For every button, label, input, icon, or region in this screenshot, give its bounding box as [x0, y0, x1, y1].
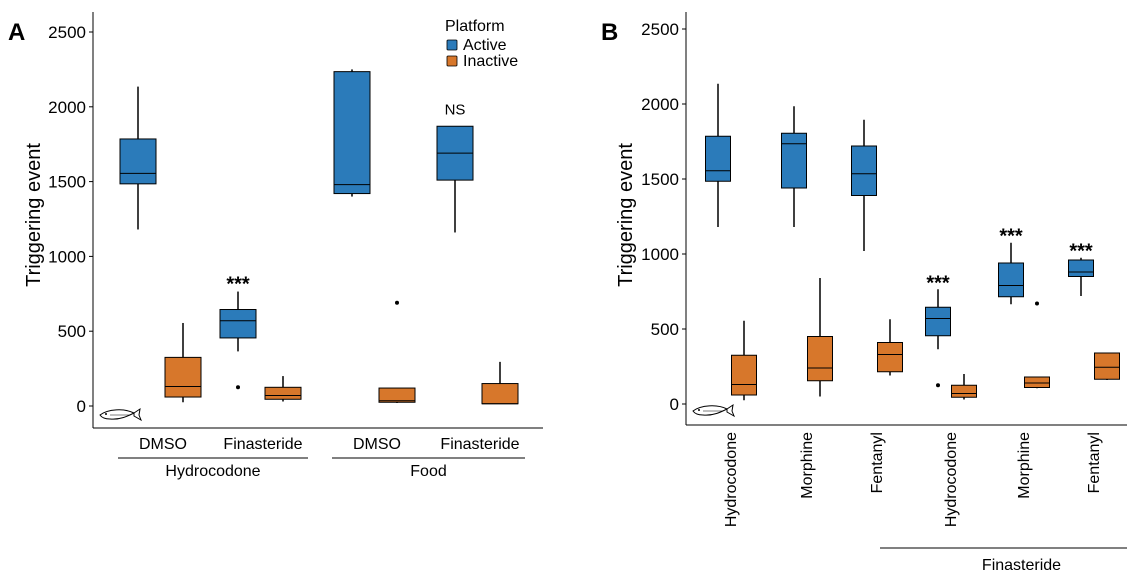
y-tick-label-b-500: 500: [651, 320, 679, 339]
box-b-5-active: [1068, 259, 1094, 277]
annotation-a-1: NS: [445, 101, 466, 118]
group-label-b-0: Finasteride: [982, 557, 1061, 574]
y-tick-label-a-1500: 1500: [48, 173, 86, 192]
box-b-2-inactive: [877, 342, 903, 373]
box-b-0-active: [705, 135, 731, 182]
y-tick-label-b-0: 0: [670, 395, 679, 414]
box-b-0-inactive: [731, 354, 757, 396]
legend: Platform Active Inactive: [445, 18, 518, 70]
category-label-b-3: Hydrocodone: [943, 432, 960, 527]
zebrafish-icon: [692, 403, 735, 418]
y-tick-label-b-2500: 2500: [641, 20, 679, 39]
panel-letter-b: B: [601, 19, 618, 46]
panel-a: A Triggering event 0 500 1000 1500 2000 2500 *…: [8, 12, 543, 480]
category-label-a-2: DMSO: [353, 436, 401, 453]
panel-letter-a: A: [8, 19, 25, 46]
legend-label-inactive: Inactive: [463, 53, 518, 70]
panel-b-marks: 0 500 1000 1500 2000 2500 *** *** *** Hydrocodone…: [641, 20, 1127, 574]
y-axis-title-b: Triggering event: [615, 143, 637, 287]
panel-a-marks: 0 500 1000 1500 2000 2500 *** NS DMSO Finasteride…: [48, 23, 525, 480]
box-a-1-active: [219, 309, 257, 339]
y-tick-label-b-2000: 2000: [641, 95, 679, 114]
category-label-a-1: Finasteride: [223, 436, 302, 453]
box-b-1-active: [781, 132, 807, 189]
group-label-a-1: Food: [410, 463, 446, 480]
y-tick-label-b-1500: 1500: [641, 170, 679, 189]
group-label-a-0: Hydrocodone: [165, 463, 260, 480]
y-tick-label-b-1000: 1000: [641, 245, 679, 264]
legend-title: Platform: [445, 18, 505, 35]
box-a-2-inactive: [378, 387, 416, 403]
panel-b: B Triggering event 0 500 1000 1500 2000 2500 *…: [601, 12, 1127, 574]
y-tick-label-a-500: 500: [58, 322, 86, 341]
zebrafish-icon: [99, 407, 142, 422]
box-b-4-active: [998, 262, 1024, 298]
box-b-3-inactive: [951, 384, 977, 398]
y-tick-label-a-1000: 1000: [48, 247, 86, 266]
category-label-a-3: Finasteride: [440, 436, 519, 453]
category-label-b-4: Morphine: [1016, 432, 1033, 499]
box-a-0-inactive: [164, 356, 202, 398]
y-tick-label-a-0: 0: [77, 397, 86, 416]
box-a-1-inactive: [264, 386, 302, 400]
box-b-4-inactive: [1024, 376, 1050, 388]
box-a-2-inactive-outlier-0: [395, 300, 399, 305]
legend-swatch-active: [446, 39, 458, 51]
box-a-2-active: [333, 71, 371, 195]
category-label-b-2: Fentanyl: [869, 432, 886, 493]
box-b-4-inactive-outlier-0: [1035, 301, 1039, 306]
legend-swatch-inactive: [446, 55, 458, 67]
box-a-0-active: [119, 138, 157, 185]
box-b-1-inactive: [807, 336, 833, 382]
box-b-3-active: [925, 306, 951, 337]
annotation-b-0: ***: [926, 273, 950, 295]
category-label-b-1: Morphine: [799, 432, 816, 499]
box-b-3-active-outlier-0: [936, 383, 940, 388]
annotation-b-2: ***: [1069, 240, 1093, 262]
y-tick-label-a-2000: 2000: [48, 98, 86, 117]
category-label-b-5: Fentanyl: [1086, 432, 1103, 493]
annotation-b-1: ***: [999, 225, 1023, 247]
box-a-1-active-outlier-0: [236, 385, 240, 390]
y-tick-label-a-2500: 2500: [48, 23, 86, 42]
annotation-a-0: ***: [226, 273, 250, 295]
y-axis-title-a: Triggering event: [23, 143, 45, 287]
box-a-3-inactive: [481, 383, 519, 405]
box-b-5-inactive: [1094, 352, 1120, 380]
legend-label-active: Active: [463, 37, 507, 54]
box-b-2-active: [851, 145, 877, 196]
category-label-b-0: Hydrocodone: [723, 432, 740, 527]
category-label-a-0: DMSO: [139, 436, 187, 453]
